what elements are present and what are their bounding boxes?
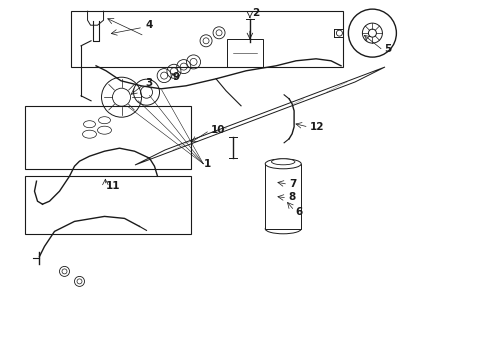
Ellipse shape: [265, 159, 301, 169]
Bar: [227, 39, 263, 67]
Text: 10: 10: [211, 125, 225, 135]
Text: 1: 1: [203, 159, 211, 169]
Text: 4: 4: [145, 20, 152, 30]
Text: 5: 5: [385, 44, 392, 54]
Text: 6: 6: [295, 207, 303, 217]
Text: 9: 9: [173, 72, 180, 82]
Bar: [265, 164, 301, 229]
Text: 12: 12: [310, 122, 325, 132]
Bar: [71, 11, 343, 67]
Ellipse shape: [271, 159, 295, 165]
Text: 7: 7: [289, 179, 296, 189]
Text: 2: 2: [252, 8, 260, 18]
Bar: [24, 106, 191, 169]
Text: 11: 11: [105, 181, 120, 192]
Text: 8: 8: [288, 192, 295, 202]
Text: 3: 3: [145, 78, 152, 88]
Bar: [24, 176, 191, 234]
